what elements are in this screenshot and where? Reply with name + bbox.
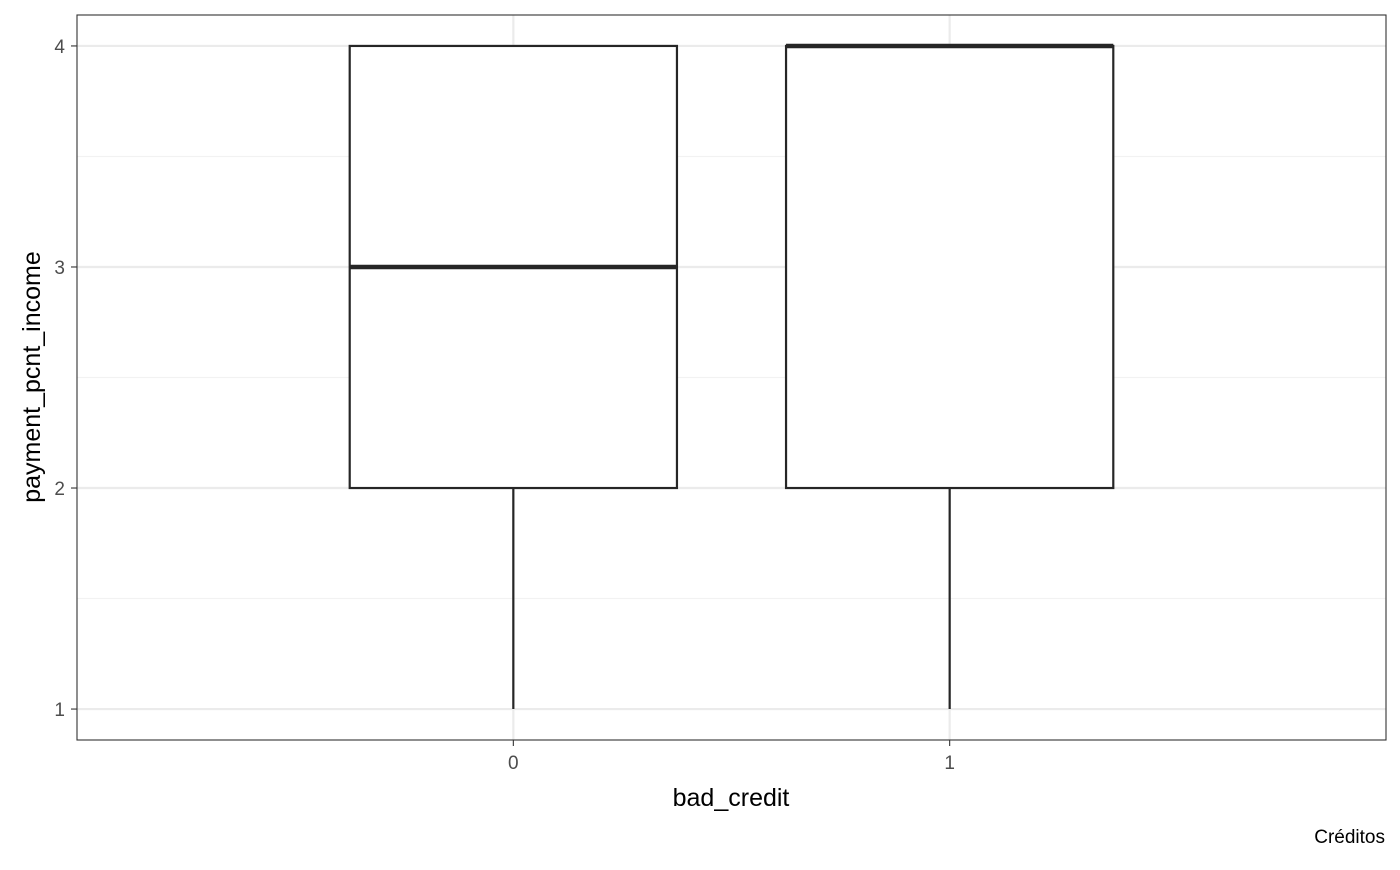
y-tick-label: 3	[54, 258, 65, 279]
x-tick-label: 0	[508, 753, 519, 774]
ticks-layer: 1 2 3 4 0 1	[54, 37, 955, 774]
panel-border	[76, 14, 1387, 741]
y-axis-title: payment_pcnt_income	[18, 251, 46, 503]
y-tick-label: 4	[54, 37, 65, 58]
y-tick-label: 2	[54, 479, 65, 500]
x-axis-title: bad_credit	[673, 784, 790, 812]
marks-layer	[348, 43, 1115, 710]
x-tick-label: 1	[944, 753, 955, 774]
chart-caption: Créditos	[1314, 827, 1385, 848]
y-tick-label: 1	[54, 700, 65, 721]
box-group-0	[348, 44, 679, 710]
box-group-1	[784, 43, 1115, 710]
box	[784, 44, 1115, 490]
